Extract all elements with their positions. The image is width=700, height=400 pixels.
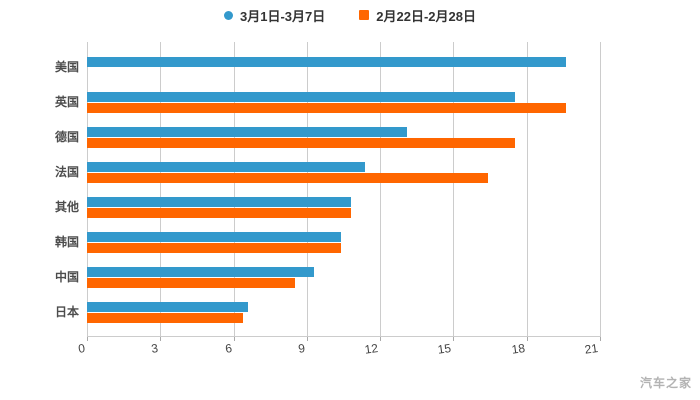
bar-series2-日本 xyxy=(87,313,244,323)
bar-series2-中国 xyxy=(87,278,295,288)
bar-series2-其他 xyxy=(87,208,351,218)
watermark: 汽车之家 xyxy=(639,376,692,390)
x-tick-label: 6 xyxy=(223,341,233,356)
gridline xyxy=(380,42,382,336)
legend-square-marker-icon xyxy=(359,10,370,20)
x-tick-label: 3 xyxy=(150,341,160,356)
x-axis-tick xyxy=(306,337,308,341)
bar-series1-美国 xyxy=(87,56,566,67)
gridline xyxy=(160,42,162,336)
x-tick-label: 9 xyxy=(297,341,306,356)
x-axis-tick xyxy=(160,337,162,341)
legend-item-week-previous[interactable]: 2月22日-2月28日 xyxy=(359,6,476,25)
legend-circle-marker-icon xyxy=(224,10,234,20)
bar-series1-英国 xyxy=(87,91,515,102)
y-category-label: 其他 xyxy=(54,200,79,215)
y-category-label: 中国 xyxy=(54,270,79,285)
bar-series1-韩国 xyxy=(87,231,342,242)
bar-series1-中国 xyxy=(87,266,315,277)
x-axis-tick xyxy=(526,337,528,341)
legend-label-week-current: 3月1日-3月7日 xyxy=(240,8,326,24)
gridline xyxy=(306,42,308,336)
y-category-label: 美国 xyxy=(54,60,79,75)
bar-series2-韩国 xyxy=(87,243,342,253)
x-axis-tick xyxy=(600,337,601,341)
y-category-label: 英国 xyxy=(54,95,79,110)
gridline xyxy=(87,42,88,336)
bar-series1-德国 xyxy=(87,126,407,137)
legend-item-week-current[interactable]: 3月1日-3月7日 xyxy=(224,6,325,25)
bar-series2-法国 xyxy=(87,173,488,183)
y-category-label: 法国 xyxy=(54,165,79,180)
x-axis-tick xyxy=(233,337,235,341)
x-tick-label: 21 xyxy=(583,341,599,357)
gridline xyxy=(600,42,601,336)
x-tick-label: 15 xyxy=(437,341,453,357)
bar-series1-日本 xyxy=(87,301,249,312)
gridline xyxy=(526,42,528,336)
x-axis-line xyxy=(87,336,601,337)
y-category-label: 日本 xyxy=(54,305,79,320)
x-tick-label: 18 xyxy=(510,341,526,357)
y-category-label: 韩国 xyxy=(54,235,79,250)
bar-series1-其他 xyxy=(87,196,351,207)
bar-series2-英国 xyxy=(87,103,566,113)
bar-series2-德国 xyxy=(87,138,515,148)
bar-series1-法国 xyxy=(87,161,366,172)
x-axis-tick xyxy=(453,337,455,341)
legend-label-week-previous: 2月22日-2月28日 xyxy=(376,8,476,24)
x-axis-tick xyxy=(87,337,88,341)
legend: 3月1日-3月7日 2月22日-2月28日 xyxy=(0,5,700,25)
gridline xyxy=(233,42,235,336)
y-category-label: 德国 xyxy=(54,130,79,145)
x-tick-label: 12 xyxy=(363,341,380,357)
x-tick-label: 0 xyxy=(77,341,86,356)
x-axis-tick xyxy=(380,337,382,341)
gridline xyxy=(453,42,455,336)
